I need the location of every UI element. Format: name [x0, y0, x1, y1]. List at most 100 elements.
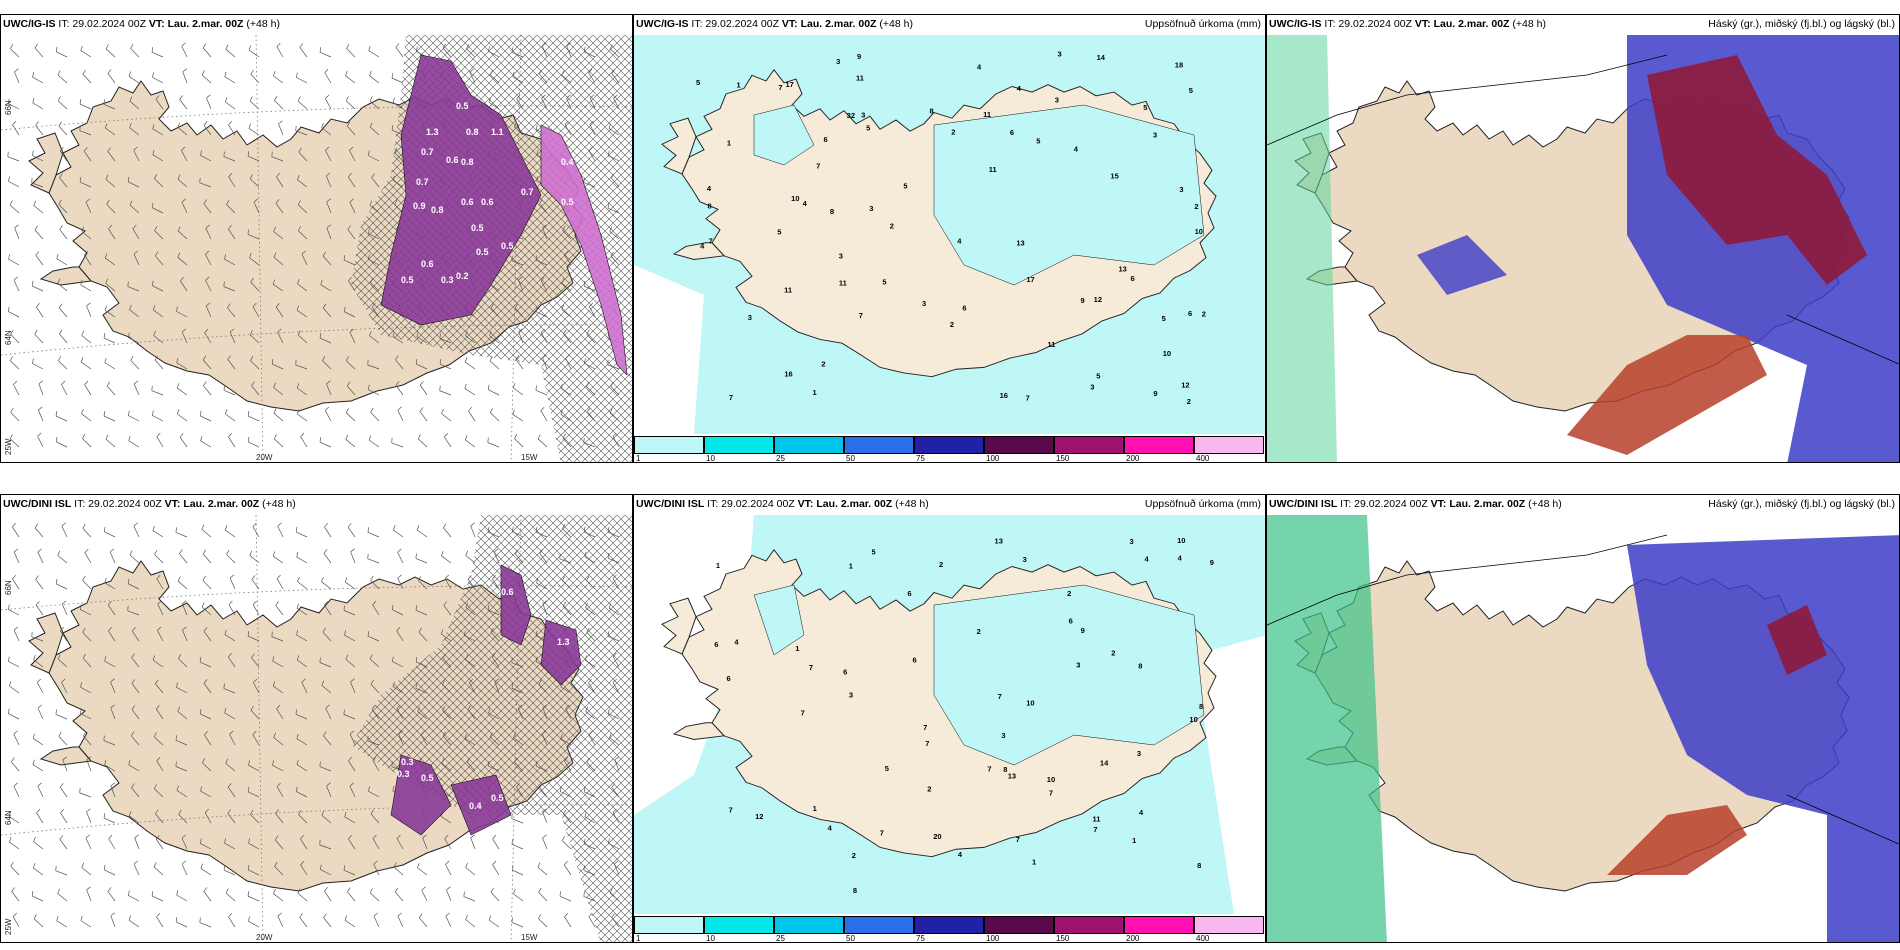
cloud-map[interactable] [1267, 515, 1900, 943]
panel-title: Uppsöfnuð úrkoma (mm) [1144, 498, 1261, 510]
wind-barb-feather [58, 731, 62, 737]
wind-barb-feather [205, 302, 211, 307]
precip-value-label: 2 [951, 128, 955, 137]
wind-barb [154, 178, 164, 188]
precip-value-label: 8 [707, 201, 711, 210]
precip-value-label: 2 [1187, 397, 1191, 406]
precip-map[interactable]: 5352265355761573434981211161111147111651… [634, 35, 1266, 434]
wind-barb [295, 130, 308, 136]
wind-barb [325, 175, 332, 188]
wind-barb-feather [107, 147, 112, 152]
precip-value-label: 3 [1090, 383, 1094, 392]
wind-barb-feather [80, 279, 83, 285]
wind-barb-feather [12, 522, 16, 528]
wind-barb [297, 581, 308, 590]
snaefellsnes [672, 722, 725, 740]
precip-value-label: 4 [700, 241, 705, 250]
wind-barb-feather [133, 380, 139, 385]
wind-barb [393, 529, 404, 538]
wind-barb [11, 891, 20, 902]
wind-barb-feather [7, 708, 10, 714]
region-boundary [1786, 314, 1899, 365]
wind-barb-feather [275, 809, 279, 814]
wind-barb-feather [540, 406, 545, 411]
wind-barb [155, 683, 164, 694]
wind-barb [299, 917, 308, 928]
wind-barb [131, 709, 140, 720]
wind-barb-feather [296, 630, 299, 636]
wind-barb-feather [367, 150, 370, 156]
wind-barb [60, 630, 68, 642]
wind-barb [104, 764, 116, 772]
precip-value-label: 8 [853, 886, 857, 895]
snow-value-label: 1.3 [426, 127, 439, 137]
wind-barb [321, 815, 332, 824]
wind-barb-feather [369, 330, 372, 336]
wind-barb [202, 579, 212, 590]
wind-barb-feather [131, 653, 135, 658]
wind-barb-feather [325, 704, 330, 709]
wind-barb [373, 864, 380, 876]
colorbar-tick-label: 150 [1056, 934, 1070, 943]
wind-barb-feather [151, 891, 154, 897]
wind-barb-feather [33, 914, 37, 920]
wind-barb [79, 181, 92, 188]
wind-barb [228, 176, 236, 188]
wind-barb-feather [109, 548, 115, 553]
snow-value-label: 1.1 [491, 127, 504, 137]
wind-barb-feather [397, 548, 402, 553]
wind-barb-feather [319, 761, 321, 767]
wind-barb-feather [247, 891, 250, 897]
wind-barb-feather [82, 653, 87, 659]
wind-barb [103, 817, 116, 824]
wind-barb [80, 713, 92, 720]
wind-barb [58, 203, 68, 214]
wind-barb-feather [202, 355, 207, 361]
wind-barb [32, 764, 44, 772]
wind-barb-feather [182, 626, 187, 631]
wind-barb-feather [156, 432, 161, 437]
wind-barb [367, 635, 380, 642]
wind-barb [247, 155, 260, 162]
wind-barb-feather [296, 552, 299, 558]
snow-value-label: 0.5 [456, 101, 469, 111]
wind-barb [131, 630, 140, 642]
wind-barb [202, 359, 212, 370]
wind-barb-feather [153, 732, 157, 738]
precip-value-label: 6 [913, 656, 917, 665]
wind-barb [128, 583, 140, 590]
wind-barb [272, 284, 284, 292]
precip-value-label: 13 [995, 536, 1003, 545]
wind-barb [368, 389, 380, 396]
wind-barb [323, 553, 332, 564]
wind-barb-feather [103, 735, 105, 741]
wind-barb-feather [104, 656, 107, 662]
wind-barb [80, 50, 92, 58]
wind-barb-feather [180, 276, 184, 282]
wind-barb [249, 257, 260, 266]
wind-barb-feather [512, 383, 516, 389]
region-boundary [1267, 54, 1668, 146]
wind-barb [200, 713, 212, 720]
wind-barb [248, 842, 260, 850]
cloud-map[interactable] [1267, 35, 1900, 463]
wind-snow-map[interactable]: 20W 15W 66N 64N 25W 0.6 1.3 0.3 0.3 0.5 0.4 0.5 [1, 515, 633, 943]
precip-value-label: 3 [839, 252, 843, 261]
panel-header: UWC/IG-IS IT: 29.02.2024 00Z VT: Lau. 2.… [636, 18, 913, 30]
wind-barb-feather [319, 864, 322, 870]
wind-barb-feather [252, 522, 257, 527]
wind-barb-feather [321, 680, 325, 686]
wind-barb [106, 204, 116, 214]
wind-barb [35, 579, 44, 590]
wind-barb-feather [10, 44, 14, 49]
colorbar-segment [1194, 916, 1264, 934]
wind-barb-feather [492, 860, 497, 866]
precip-value-label: 3 [1055, 96, 1059, 105]
wind-barb-feather [492, 834, 497, 840]
wind-barb-feather [56, 253, 59, 259]
wind-barb [153, 736, 164, 746]
wind-barb-feather [176, 785, 179, 791]
wind-barb-feather [79, 604, 82, 610]
